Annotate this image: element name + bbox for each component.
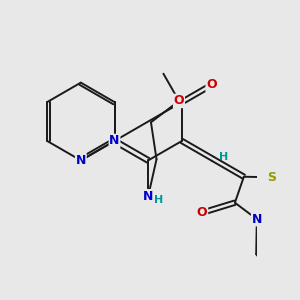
- Text: N: N: [76, 154, 86, 167]
- Text: H: H: [154, 195, 163, 205]
- Text: N: N: [252, 213, 262, 226]
- Text: N: N: [143, 190, 153, 203]
- Text: S: S: [267, 171, 276, 184]
- Text: O: O: [174, 94, 184, 107]
- Text: O: O: [206, 79, 217, 92]
- Text: N: N: [109, 134, 120, 148]
- Text: H: H: [219, 152, 228, 163]
- Text: O: O: [197, 206, 208, 219]
